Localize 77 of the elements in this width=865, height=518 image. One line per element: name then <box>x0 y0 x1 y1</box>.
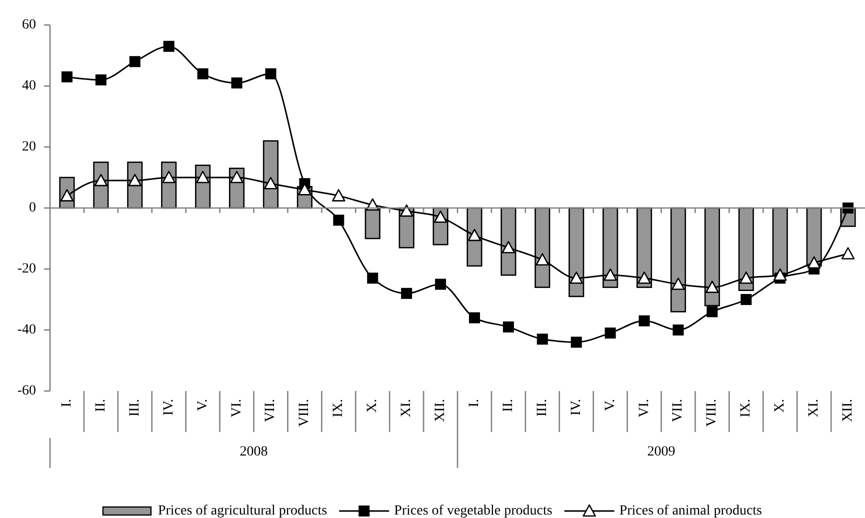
y-tick-label: 60 <box>22 18 36 32</box>
y-tick-label: -20 <box>17 262 36 276</box>
point <box>706 280 719 293</box>
x-tick-label: VI. <box>636 399 652 418</box>
x-tick-label: XII. <box>840 399 856 422</box>
point <box>367 272 378 284</box>
point <box>604 328 616 339</box>
point <box>197 68 208 80</box>
point <box>842 202 854 214</box>
x-tick-label: IV. <box>568 399 584 416</box>
point <box>129 56 140 68</box>
x-tick-label: II. <box>93 399 108 412</box>
point <box>536 334 548 345</box>
y-tick-label: -60 <box>17 384 36 398</box>
point <box>740 294 752 305</box>
point <box>570 272 584 284</box>
point <box>95 74 106 86</box>
x-tick-label: VIII. <box>704 399 720 427</box>
point <box>468 228 482 242</box>
point <box>638 272 651 284</box>
x-tick-label: XI. <box>806 399 822 418</box>
x-tick-label: XI. <box>399 399 414 418</box>
x-tick-label: XII. <box>433 399 448 422</box>
x-tick-label: VIII. <box>297 399 312 427</box>
text: 2009 <box>647 444 676 460</box>
point <box>570 336 582 348</box>
point <box>196 170 210 184</box>
x-tick-label: I. <box>466 399 482 408</box>
point <box>298 183 312 196</box>
legend-label: Prices of animal products <box>619 504 762 518</box>
point <box>807 256 821 269</box>
point <box>706 306 718 318</box>
x-tick-label: II. <box>500 399 516 412</box>
point <box>773 268 787 281</box>
point <box>332 189 346 202</box>
point <box>230 170 244 184</box>
point <box>61 71 72 82</box>
point <box>435 278 446 290</box>
point <box>672 324 684 336</box>
x-tick-label: V. <box>602 399 618 411</box>
x-tick-label: I. <box>59 399 74 408</box>
point <box>536 253 550 266</box>
point <box>468 312 480 324</box>
legend-label: Prices of vegetable products <box>394 504 552 518</box>
point <box>264 176 278 190</box>
y-tick-label: 20 <box>22 140 36 154</box>
x-tick-label: VII. <box>670 399 686 422</box>
point <box>231 77 242 88</box>
point <box>502 241 516 254</box>
point <box>400 204 414 217</box>
point <box>163 40 174 52</box>
x-tick-label: IX. <box>738 399 754 418</box>
point <box>401 288 412 299</box>
x-tick-label: X. <box>365 399 380 413</box>
x-tick-label: III. <box>127 399 142 416</box>
x-tick-label: VII. <box>263 399 278 422</box>
point <box>841 247 855 260</box>
text: 2008 <box>240 444 268 460</box>
point <box>502 321 514 332</box>
point <box>162 170 176 184</box>
y-tick-label: 40 <box>22 78 36 94</box>
point <box>739 272 753 284</box>
x-tick-label: IX. <box>331 399 346 418</box>
x-tick-label: III. <box>534 399 550 416</box>
x-tick-label: VI. <box>229 399 244 418</box>
point <box>638 315 650 326</box>
legend-label: Prices of agricultural products <box>158 504 328 518</box>
x-tick-label: X. <box>772 399 788 413</box>
point <box>672 278 685 290</box>
point <box>265 68 276 80</box>
point <box>604 268 617 281</box>
x-tick-label: IV. <box>161 399 176 416</box>
y-tick-label: 0 <box>29 200 36 216</box>
point <box>434 210 448 223</box>
point <box>333 214 344 226</box>
x-tick-label: V. <box>195 399 210 411</box>
y-tick-label: -40 <box>17 322 36 338</box>
